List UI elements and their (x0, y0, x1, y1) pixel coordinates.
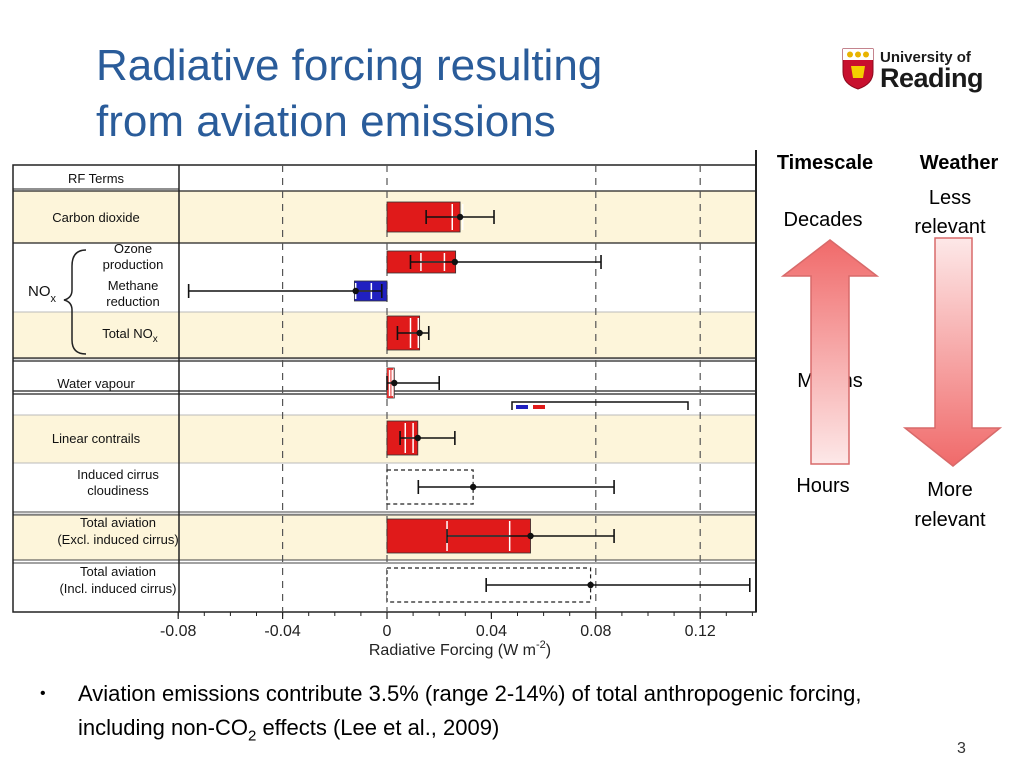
row-label: Ozone (114, 241, 152, 256)
x-tick-label: 0 (383, 623, 392, 640)
title-line-2: from aviation emissions (96, 97, 556, 146)
x-tick-label: 0.08 (580, 623, 611, 640)
row-label-second: (Excl. induced cirrus) (57, 532, 178, 547)
x-axis-label-sup: -2 (536, 639, 546, 651)
x-tick-label: -0.04 (264, 623, 301, 640)
x-axis-label-end: ) (546, 642, 551, 659)
row-label: Total aviation (80, 515, 156, 530)
x-tick-label: -0.08 (160, 623, 197, 640)
row-label-sub: x (153, 334, 158, 345)
crest-icon (842, 48, 874, 90)
row-label: Total NOx (102, 326, 158, 345)
x-tick-label: 0.04 (476, 623, 507, 640)
row-label-main: Carbon dioxide (52, 210, 139, 225)
nox-group-sub: x (51, 293, 57, 305)
timescale-decades: Decades (783, 209, 863, 231)
legend-swatch-negative (516, 405, 528, 409)
row-label-main: Linear contrails (52, 431, 141, 446)
row-band (13, 312, 756, 359)
weather-down-arrow (902, 237, 1002, 467)
nox-group-label: NOx (28, 283, 57, 305)
legend-bracket (511, 401, 689, 410)
best-estimate-point (456, 213, 464, 221)
best-estimate-point (451, 258, 459, 266)
row-label-main: Ozone (114, 241, 152, 256)
row-label-main: Total aviation (80, 564, 156, 579)
weather-header: Weather (919, 152, 999, 174)
x-axis-label: Radiative Forcing (W m-2) (369, 639, 551, 659)
row-label-second: reduction (106, 294, 159, 309)
legend-swatch-positive (533, 405, 545, 409)
bullet-main: Aviation emissions contribute 3.5% (rang… (78, 681, 862, 740)
row-label-main: Methane (108, 278, 159, 293)
logo-line-2: Reading (880, 63, 984, 93)
row-label-main: Water vapour (57, 376, 135, 391)
timescale-header: Timescale (776, 152, 874, 174)
row-label: Carbon dioxide (52, 210, 139, 225)
x-tick-label: 0.12 (685, 623, 716, 640)
timescale-hours: Hours (796, 475, 850, 497)
best-estimate-point (391, 379, 398, 387)
row-label-second: production (103, 257, 164, 272)
best-estimate-point (587, 581, 594, 589)
bullet-sub: 2 (247, 727, 257, 745)
best-estimate-point (352, 287, 359, 295)
bullet-dot: • (40, 685, 46, 702)
weather-top-line-2: relevant (914, 216, 986, 238)
bullet-text: Aviation emissions contribute 3.5% (rang… (78, 677, 938, 753)
university-logo: University of Reading (842, 48, 984, 94)
row-band (13, 514, 756, 560)
row-label-main: Induced cirrus (77, 467, 159, 482)
row-label: Methane (108, 278, 159, 293)
timescale-up-arrow (780, 239, 880, 465)
logo-line-1: University of (880, 49, 971, 66)
slide-title: Radiative forcing resulting from aviation… (96, 38, 602, 150)
nox-group-main: NO (28, 283, 51, 300)
row-label: Induced cirrus (77, 467, 159, 482)
row-label: Total aviation (80, 564, 156, 579)
row-label-second: (Incl. induced cirrus) (59, 581, 176, 596)
row-label-main: Total aviation (80, 515, 156, 530)
weather-bottom-label: More relevant (900, 475, 1000, 535)
header-label: RF Terms (68, 171, 125, 186)
best-estimate-point (469, 483, 477, 491)
weather-top-line-1: Less (928, 187, 972, 209)
nox-brace (63, 249, 87, 355)
title-line-1: Radiative forcing resulting (96, 41, 603, 90)
row-label: Water vapour (57, 376, 135, 391)
weather-bottom-line-1: More (927, 479, 973, 501)
row-band (13, 415, 756, 463)
best-estimate-point (527, 532, 534, 540)
best-estimate-point (414, 434, 421, 442)
weather-top-label: Less relevant (900, 184, 1000, 242)
row-band (13, 191, 756, 243)
radiative-forcing-chart: RF Terms -0.08 -0.04 0 0.04 0.08 0.12 Radiative… (12, 150, 757, 659)
bullet-end: effects (Lee et al., 2009) (256, 715, 500, 740)
row-label-second: cloudiness (87, 483, 149, 498)
row-label-main: Total NO (102, 326, 153, 341)
x-axis-label-main: Radiative Forcing (W m (369, 642, 536, 659)
row-label: Linear contrails (52, 431, 141, 446)
best-estimate-point (416, 329, 423, 337)
page-number: 3 (957, 740, 966, 757)
weather-bottom-line-2: relevant (914, 509, 986, 531)
